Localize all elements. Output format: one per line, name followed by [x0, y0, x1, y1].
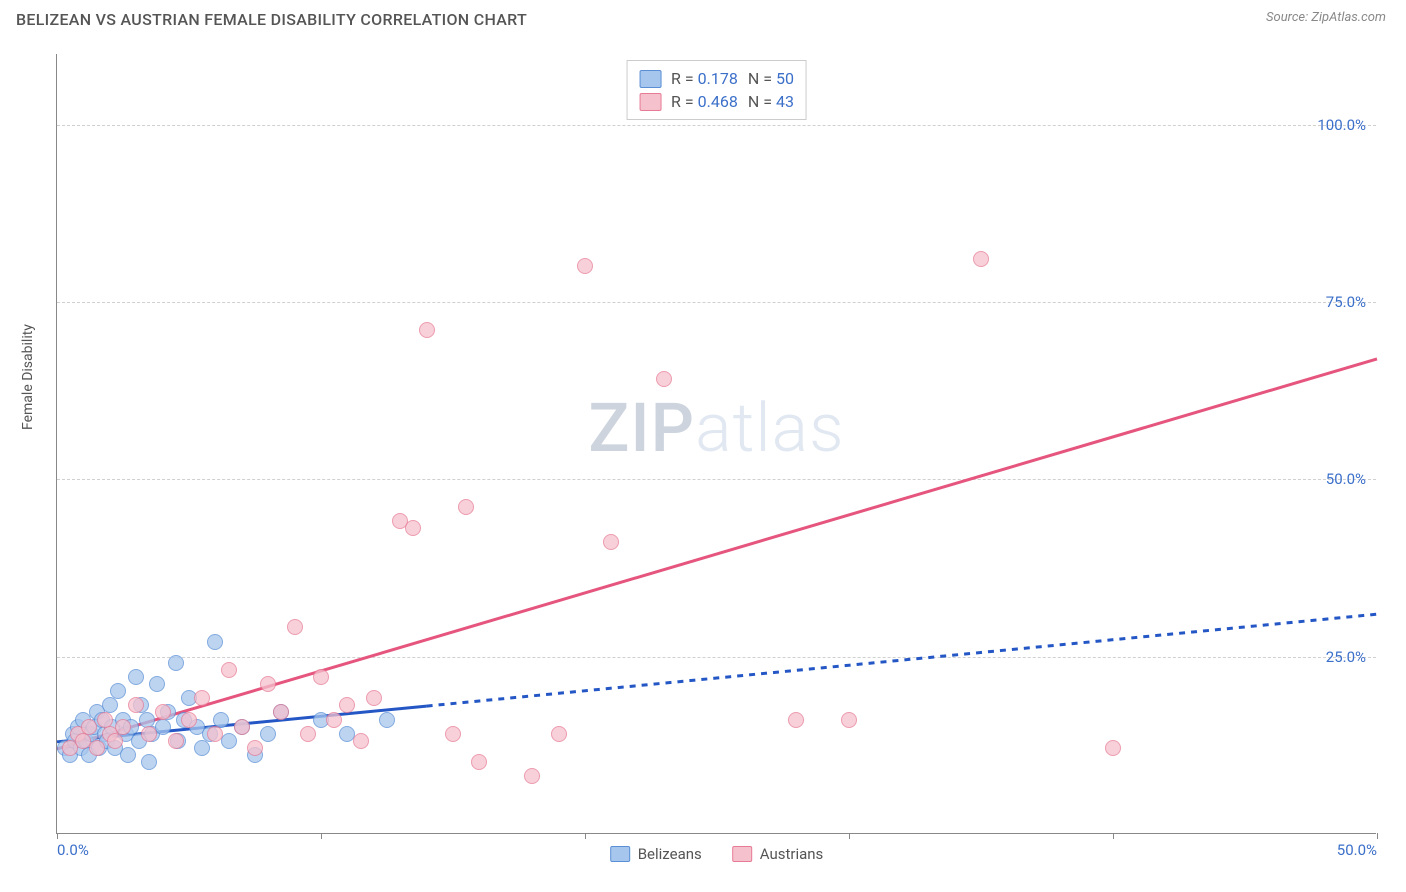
x-tick: [1377, 833, 1378, 839]
data-point: [168, 733, 184, 749]
data-point: [353, 733, 369, 749]
legend-row: R = 0.468 N = 43: [639, 90, 794, 113]
data-point: [260, 676, 276, 692]
x-tick: [321, 833, 322, 839]
legend-swatch: [610, 846, 630, 862]
data-point: [128, 669, 144, 685]
source-attribution: Source: ZipAtlas.com: [1266, 10, 1386, 25]
data-point: [300, 726, 316, 742]
data-point: [141, 726, 157, 742]
data-point: [656, 371, 672, 387]
chart-title: BELIZEAN VS AUSTRIAN FEMALE DISABILITY C…: [16, 10, 527, 29]
legend-item: Austrians: [732, 845, 824, 863]
data-point: [1105, 740, 1121, 756]
legend-row: R = 0.178 N = 50: [639, 67, 794, 90]
trend-lines: [57, 54, 1376, 833]
data-point: [273, 704, 289, 720]
trend-line: [57, 359, 1377, 749]
data-point: [247, 740, 263, 756]
trend-line: [427, 614, 1377, 706]
data-point: [551, 726, 567, 742]
data-point: [115, 719, 131, 735]
data-point: [313, 669, 329, 685]
data-point: [366, 690, 382, 706]
data-point: [260, 726, 276, 742]
data-point: [524, 768, 540, 784]
x-tick: [57, 833, 58, 839]
legend-item: Belizeans: [610, 845, 702, 863]
legend-label: Austrians: [760, 845, 824, 863]
r-value: R = 0.178: [671, 69, 738, 88]
data-point: [155, 704, 171, 720]
n-value: N = 43: [748, 92, 794, 111]
data-point: [405, 520, 421, 536]
legend-swatch: [639, 93, 661, 111]
data-point: [149, 676, 165, 692]
data-point: [207, 634, 223, 650]
data-point: [110, 683, 126, 699]
legend-swatch: [732, 846, 752, 862]
data-point: [221, 662, 237, 678]
x-tick: [1113, 833, 1114, 839]
legend-swatch: [639, 70, 661, 88]
data-point: [168, 655, 184, 671]
x-tick: [849, 833, 850, 839]
data-point: [973, 251, 989, 267]
r-value: R = 0.468: [671, 92, 738, 111]
data-point: [287, 619, 303, 635]
n-value: N = 50: [748, 69, 794, 88]
data-point: [207, 726, 223, 742]
data-point: [234, 719, 250, 735]
data-point: [194, 740, 210, 756]
data-point: [107, 733, 123, 749]
series-legend: Belizeans Austrians: [610, 845, 824, 863]
data-point: [141, 754, 157, 770]
data-point: [128, 697, 144, 713]
data-point: [788, 712, 804, 728]
data-point: [194, 690, 210, 706]
data-point: [419, 322, 435, 338]
title-bar: BELIZEAN VS AUSTRIAN FEMALE DISABILITY C…: [0, 0, 1406, 35]
data-point: [181, 712, 197, 728]
data-point: [89, 740, 105, 756]
data-point: [445, 726, 461, 742]
scatter-plot: ZIPatlas 25.0%50.0%75.0%100.0% 0.0%50.0%…: [56, 54, 1376, 834]
data-point: [326, 712, 342, 728]
data-point: [379, 712, 395, 728]
data-point: [471, 754, 487, 770]
data-point: [603, 534, 619, 550]
correlation-legend: R = 0.178 N = 50 R = 0.468 N = 43: [626, 60, 807, 120]
data-point: [81, 719, 97, 735]
data-point: [841, 712, 857, 728]
data-point: [120, 747, 136, 763]
x-tick-label: 0.0%: [57, 841, 89, 859]
x-tick-label: 50.0%: [1337, 841, 1377, 859]
x-tick: [585, 833, 586, 839]
data-point: [577, 258, 593, 274]
legend-label: Belizeans: [638, 845, 702, 863]
data-point: [458, 499, 474, 515]
data-point: [339, 697, 355, 713]
y-axis-label: Female Disability: [20, 324, 36, 430]
